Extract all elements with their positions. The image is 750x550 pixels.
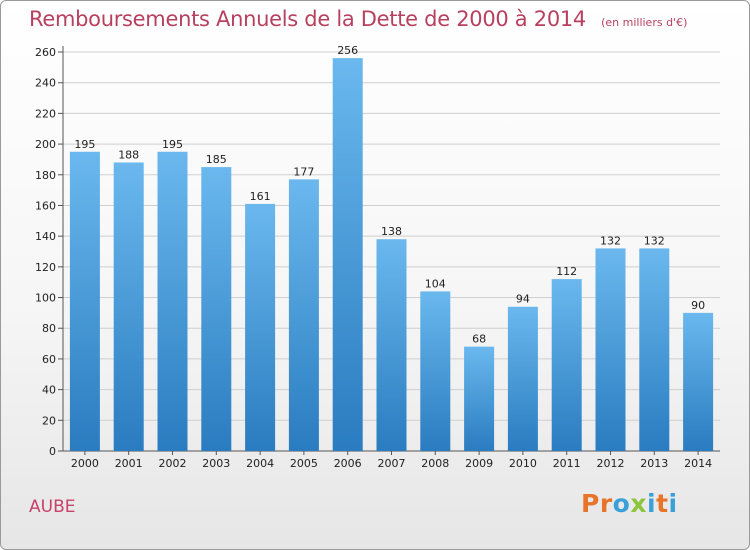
bar-value-label: 138 [381, 225, 402, 238]
x-tick-label: 2007 [378, 457, 406, 470]
y-tick-label: 40 [42, 384, 56, 397]
bar-value-label: 256 [337, 44, 358, 57]
x-tick-label: 2006 [334, 457, 362, 470]
x-tick-label: 2005 [290, 457, 318, 470]
bar-value-label: 161 [250, 190, 271, 203]
bar-value-label: 177 [293, 165, 314, 178]
bar [157, 151, 188, 451]
chart-unit: (en milliers d'€) [601, 16, 688, 29]
bar [551, 279, 582, 451]
bar-value-label: 188 [118, 148, 139, 161]
logo-letter: o [612, 489, 631, 518]
bar [288, 179, 319, 451]
logo-letter: t [656, 489, 669, 518]
y-tick-label: 140 [35, 230, 56, 243]
bar [595, 248, 626, 451]
y-tick-label: 0 [49, 445, 56, 458]
bar [332, 58, 363, 452]
bar [683, 312, 714, 451]
proxiti-logo: Proxiti [581, 489, 678, 518]
y-tick-label: 160 [35, 199, 56, 212]
x-tick-label: 2013 [640, 457, 668, 470]
bar-value-label: 132 [644, 234, 665, 247]
x-tick-label: 2011 [553, 457, 581, 470]
bar [420, 291, 451, 451]
logo-letter: x [630, 489, 647, 518]
y-tick-label: 240 [35, 77, 56, 90]
y-tick-label: 200 [35, 138, 56, 151]
area-name: AUBE [29, 497, 76, 517]
chart-title-row: Remboursements Annuels de la Dette de 20… [29, 7, 687, 31]
x-tick-label: 2012 [597, 457, 625, 470]
x-tick-label: 2010 [509, 457, 537, 470]
logo-letter: P [581, 489, 600, 518]
logo-letter: i [668, 489, 678, 518]
bar [113, 162, 144, 451]
x-tick-label: 2004 [246, 457, 274, 470]
bar-value-label: 185 [206, 153, 227, 166]
x-tick-label: 2000 [71, 457, 99, 470]
logo-letter: r [599, 489, 613, 518]
x-tick-label: 2003 [202, 457, 230, 470]
bar-value-label: 68 [472, 333, 486, 346]
bar-value-label: 132 [600, 234, 621, 247]
y-tick-label: 260 [35, 46, 56, 59]
bar [69, 151, 100, 451]
bar-value-label: 112 [556, 265, 577, 278]
bar [464, 346, 495, 451]
bar-value-label: 90 [691, 299, 705, 312]
bar [201, 167, 232, 451]
bar [245, 203, 276, 451]
bar [507, 306, 538, 451]
y-tick-label: 220 [35, 107, 56, 120]
x-tick-label: 2009 [465, 457, 493, 470]
x-tick-label: 2008 [421, 457, 449, 470]
y-tick-label: 60 [42, 353, 56, 366]
y-tick-label: 100 [35, 292, 56, 305]
y-tick-label: 120 [35, 261, 56, 274]
bar [376, 239, 407, 451]
y-tick-label: 180 [35, 169, 56, 182]
bar-value-label: 94 [516, 293, 530, 306]
logo-letter: i [647, 489, 657, 518]
chart-title: Remboursements Annuels de la Dette de 20… [29, 7, 586, 31]
x-tick-label: 2002 [159, 457, 187, 470]
bar [639, 248, 670, 451]
x-tick-label: 2001 [115, 457, 143, 470]
x-tick-label: 2014 [684, 457, 712, 470]
y-tick-label: 20 [42, 414, 56, 427]
bar-value-label: 195 [74, 138, 95, 151]
bar-value-label: 104 [425, 277, 446, 290]
bar-value-label: 195 [162, 138, 183, 151]
y-tick-label: 80 [42, 322, 56, 335]
